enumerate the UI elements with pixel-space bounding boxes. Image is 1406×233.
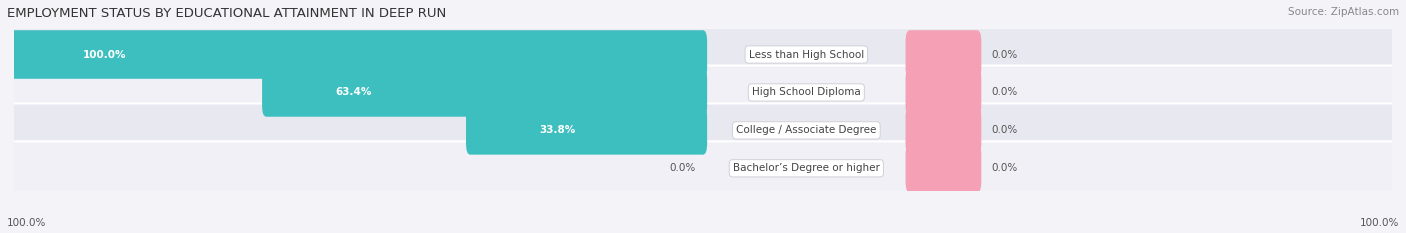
FancyBboxPatch shape xyxy=(10,141,1396,195)
Text: 0.0%: 0.0% xyxy=(991,163,1017,173)
Text: Source: ZipAtlas.com: Source: ZipAtlas.com xyxy=(1288,7,1399,17)
Text: 0.0%: 0.0% xyxy=(991,49,1017,59)
Text: College / Associate Degree: College / Associate Degree xyxy=(737,125,876,135)
Text: 0.0%: 0.0% xyxy=(669,163,696,173)
Text: High School Diploma: High School Diploma xyxy=(752,87,860,97)
FancyBboxPatch shape xyxy=(10,65,1396,119)
Text: 100.0%: 100.0% xyxy=(1360,218,1399,228)
Text: 0.0%: 0.0% xyxy=(991,87,1017,97)
FancyBboxPatch shape xyxy=(905,106,981,155)
Text: 33.8%: 33.8% xyxy=(538,125,575,135)
Text: EMPLOYMENT STATUS BY EDUCATIONAL ATTAINMENT IN DEEP RUN: EMPLOYMENT STATUS BY EDUCATIONAL ATTAINM… xyxy=(7,7,446,20)
FancyBboxPatch shape xyxy=(262,68,707,117)
Text: 63.4%: 63.4% xyxy=(335,87,371,97)
FancyBboxPatch shape xyxy=(905,144,981,193)
FancyBboxPatch shape xyxy=(10,103,1396,157)
Text: Bachelor’s Degree or higher: Bachelor’s Degree or higher xyxy=(733,163,880,173)
FancyBboxPatch shape xyxy=(10,27,1396,82)
Text: 100.0%: 100.0% xyxy=(7,218,46,228)
Text: Less than High School: Less than High School xyxy=(749,49,863,59)
FancyBboxPatch shape xyxy=(10,30,707,79)
FancyBboxPatch shape xyxy=(465,106,707,155)
Text: 0.0%: 0.0% xyxy=(991,125,1017,135)
FancyBboxPatch shape xyxy=(905,30,981,79)
Text: 100.0%: 100.0% xyxy=(83,49,127,59)
FancyBboxPatch shape xyxy=(905,68,981,117)
